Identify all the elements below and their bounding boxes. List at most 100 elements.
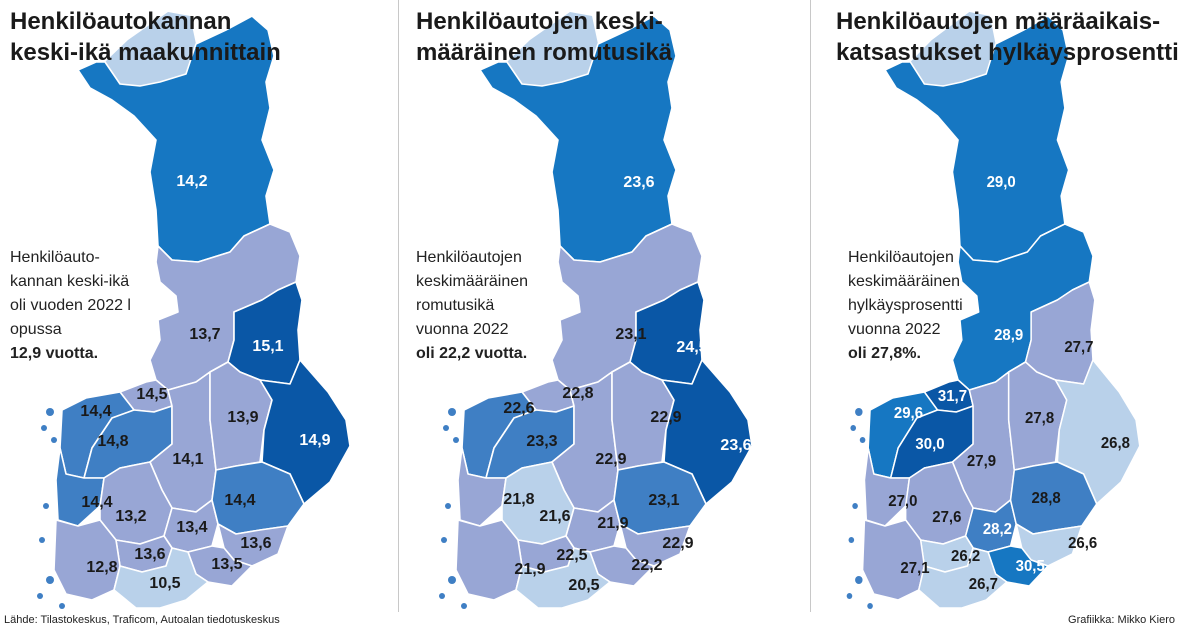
region-lappi	[77, 15, 275, 263]
region-lappi	[884, 15, 1070, 263]
desc-line: romutusikä	[416, 297, 495, 314]
region-value-label: 14,4	[224, 492, 255, 509]
region-value-label: 21,6	[539, 508, 570, 525]
region-value-label: 13,7	[189, 326, 220, 343]
region-uusimaa	[515, 547, 611, 609]
region-value-label: 30,0	[915, 436, 944, 454]
desc-highlight: oli 22,2 vuotta.	[416, 345, 528, 362]
island-shape	[41, 425, 47, 431]
region-value-label: 14,5	[136, 386, 167, 403]
panel-title: Henkilöautojen määräaikais- katsastukset…	[836, 6, 1181, 68]
region-value-label: 14,4	[80, 403, 111, 420]
region-value-label: 12,8	[86, 559, 117, 576]
desc-line: Henkilöautojen	[848, 249, 954, 266]
desc-line: hylkäysprosentti	[848, 297, 963, 314]
region-value-label: 24,5	[676, 339, 707, 356]
island-shape	[848, 537, 855, 543]
region-value-label: 27,1	[900, 560, 930, 578]
region-value-label: 14,8	[97, 433, 128, 450]
region-value-label: 13,6	[134, 546, 165, 563]
map-finland: 23,6 23,1 24,5 22,8 22,6 23,3 22,9 22,9 23,6 21,8…	[439, 12, 753, 609]
desc-line: keskimääräinen	[416, 273, 529, 290]
region-value-label: 26,8	[1101, 435, 1131, 453]
region-value-label: 21,9	[514, 561, 545, 578]
island-shape	[859, 437, 866, 443]
region-value-label: 21,8	[503, 491, 534, 508]
desc-line: Henkilöautojen	[416, 249, 522, 266]
region-value-label: 27,7	[1064, 339, 1093, 357]
region-value-label: 28,8	[1032, 490, 1062, 508]
region-value-label: 26,7	[969, 576, 998, 594]
region-value-label: 10,5	[149, 575, 180, 592]
island-shape	[461, 603, 467, 609]
panel-divider	[810, 0, 811, 612]
island-shape	[855, 408, 863, 416]
region-value-label: 15,1	[252, 338, 283, 355]
desc-highlight: 12,9 vuotta.	[10, 345, 99, 362]
region-value-label: 26,6	[1068, 535, 1098, 553]
desc-highlight: oli 27,8%.	[848, 345, 921, 362]
region-value-label: 21,9	[597, 515, 628, 532]
panel-description: Henkilöautojen keskimääräinen hylkäyspro…	[848, 246, 998, 366]
region-uusimaa	[113, 547, 209, 609]
island-shape	[453, 437, 459, 443]
region-value-label: 13,2	[115, 508, 146, 525]
region-value-label: 13,5	[211, 556, 242, 573]
region-value-label: 23,6	[720, 437, 751, 454]
desc-line: vuonna 2022	[848, 321, 941, 338]
region-value-label: 29,6	[894, 405, 924, 423]
region-value-label: 14,2	[176, 173, 207, 190]
island-shape	[441, 537, 447, 543]
region-value-label: 22,9	[595, 451, 626, 468]
region-value-label: 27,6	[932, 509, 962, 527]
desc-line: Henkilöauto-	[10, 249, 100, 266]
island-shape	[51, 437, 57, 443]
desc-line: oli vuoden 2022 l	[10, 297, 131, 314]
island-shape	[46, 408, 54, 416]
desc-line: opussa	[10, 321, 62, 338]
border-area-shape	[910, 12, 996, 86]
region-value-label: 27,9	[967, 453, 997, 471]
panel-scrapping-age: 23,6 23,1 24,5 22,8 22,6 23,3 22,9 22,9 23,6 21,8…	[402, 0, 796, 612]
title-line: katsastukset hylkäysprosentti	[836, 39, 1179, 66]
island-shape	[43, 503, 49, 509]
panel-title: Henkilöautokannan keski-ikä maakunnittai…	[10, 6, 390, 68]
region-lappi	[479, 15, 677, 263]
region-value-label: 28,2	[983, 521, 1012, 539]
panel-divider	[398, 0, 399, 612]
title-line: Henkilöautojen keski-	[416, 8, 663, 35]
graphics-credit: Grafiikka: Mikko Kiero	[1068, 614, 1175, 626]
island-shape	[855, 576, 863, 584]
title-line: Henkilöautokannan	[10, 8, 232, 35]
region-value-label: 26,2	[951, 548, 980, 566]
island-shape	[445, 503, 451, 509]
panel-description: Henkilöautojen keskimääräinen romutusikä…	[416, 246, 566, 366]
panel-title: Henkilöautojen keski- määräinen romutusi…	[416, 6, 796, 68]
desc-line: vuonna 2022	[416, 321, 509, 338]
region-value-label: 22,8	[562, 385, 593, 402]
region-value-label: 23,3	[526, 433, 557, 450]
region-value-label: 13,6	[240, 535, 271, 552]
title-line: määräinen romutusikä	[416, 39, 673, 66]
panel-rejection-rate: 29,0 28,9 27,7 31,7 29,6 30,0 27,9 27,8 26,8 27,0…	[812, 0, 1181, 612]
border-area-shape	[507, 12, 598, 86]
region-value-label: 29,0	[987, 174, 1016, 192]
region-value-label: 23,6	[623, 174, 654, 191]
region-value-label: 22,2	[631, 557, 662, 574]
region-value-label: 13,4	[176, 519, 207, 536]
region-value-label: 14,9	[299, 432, 330, 449]
region-value-label: 20,5	[568, 577, 599, 594]
region-value-label: 14,1	[172, 451, 203, 468]
region-uusimaa	[918, 547, 1008, 609]
desc-line: keskimääräinen	[848, 273, 961, 290]
region-value-label: 13,9	[227, 409, 258, 426]
region-varsinais-suomi	[455, 519, 523, 601]
region-value-label: 22,5	[556, 547, 587, 564]
region-value-label: 22,9	[650, 409, 681, 426]
island-shape	[850, 425, 857, 431]
map-finland: 29,0 28,9 27,7 31,7 29,6 30,0 27,9 27,8 26,8 27,0…	[846, 12, 1141, 609]
desc-line: kannan keski-ikä	[10, 273, 130, 290]
island-shape	[448, 576, 456, 584]
island-shape	[439, 593, 445, 599]
region-value-label: 22,6	[503, 400, 534, 417]
